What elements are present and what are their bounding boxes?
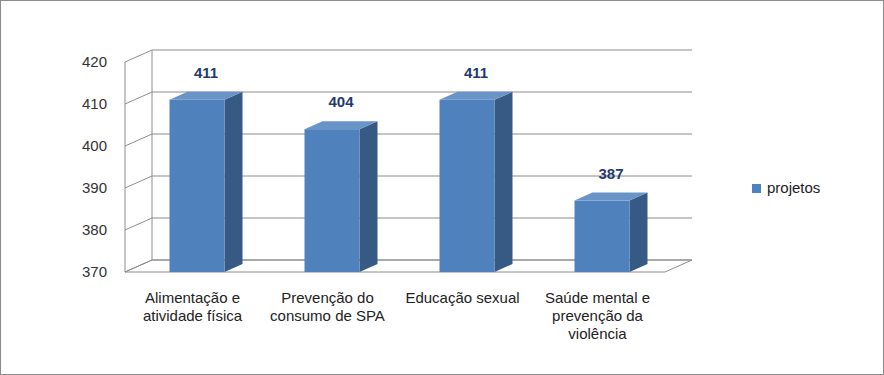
bar bbox=[440, 100, 495, 272]
bar-top bbox=[305, 121, 378, 129]
bar-3d bbox=[440, 92, 513, 272]
bar-side bbox=[630, 193, 648, 272]
labels: 411 404 411 387 bbox=[194, 64, 624, 182]
x-tick-label: Alimentação eatividade física bbox=[143, 289, 243, 324]
y-tick-label: 370 bbox=[82, 263, 107, 280]
back-wall-edge bbox=[152, 50, 153, 260]
grid-line bbox=[125, 50, 692, 62]
x-tick-label-line: prevenção da bbox=[552, 307, 644, 324]
legend-label: projetos bbox=[767, 179, 820, 196]
x-tick-label-line: Educação sexual bbox=[405, 289, 519, 306]
y-tick-label: 400 bbox=[82, 137, 107, 154]
x-tick-label: Prevenção doconsumo de SPA bbox=[270, 289, 385, 324]
data-label: 387 bbox=[598, 165, 623, 182]
y-tick-label: 420 bbox=[82, 53, 107, 70]
bar-3d bbox=[305, 121, 378, 272]
x-tick-label-line: Alimentação e bbox=[145, 289, 240, 306]
y-tick-label: 390 bbox=[82, 179, 107, 196]
bar bbox=[170, 100, 225, 272]
bar-top bbox=[575, 193, 648, 201]
bar-side bbox=[360, 121, 378, 272]
x-tick-label-line: Prevenção do bbox=[281, 289, 374, 306]
bars bbox=[170, 92, 648, 272]
y-tick-label: 410 bbox=[82, 95, 107, 112]
bar-3d bbox=[170, 92, 243, 272]
bar-top bbox=[170, 92, 243, 100]
chart: 370 380 390 400 410 420 411 404 411 387 Alimentaçã… bbox=[0, 0, 884, 375]
x-tick-label-line: violência bbox=[568, 325, 627, 342]
bar-3d bbox=[575, 193, 648, 272]
y-axis-line bbox=[125, 62, 126, 272]
bar-side bbox=[225, 92, 243, 272]
x-tick-label-line: consumo de SPA bbox=[270, 307, 385, 324]
legend-swatch bbox=[752, 184, 761, 193]
data-label: 404 bbox=[328, 93, 354, 110]
bar-top bbox=[440, 92, 513, 100]
legend: projetos bbox=[752, 179, 820, 196]
bar-side bbox=[495, 92, 513, 272]
chart-border bbox=[1, 1, 884, 375]
chart-container: 370 380 390 400 410 420 411 404 411 387 Alimentaçã… bbox=[0, 0, 884, 375]
x-tick-label-line: atividade física bbox=[143, 307, 243, 324]
y-tick-label: 380 bbox=[82, 221, 107, 238]
x-tick-label: Educação sexual bbox=[405, 289, 519, 306]
data-label: 411 bbox=[194, 64, 218, 81]
data-label: 411 bbox=[464, 64, 488, 81]
bar bbox=[305, 129, 360, 272]
x-tick-label-line: Saúde mental e bbox=[545, 289, 650, 306]
bar bbox=[575, 201, 630, 272]
x-tick-label: Saúde mental eprevenção daviolência bbox=[545, 289, 650, 342]
